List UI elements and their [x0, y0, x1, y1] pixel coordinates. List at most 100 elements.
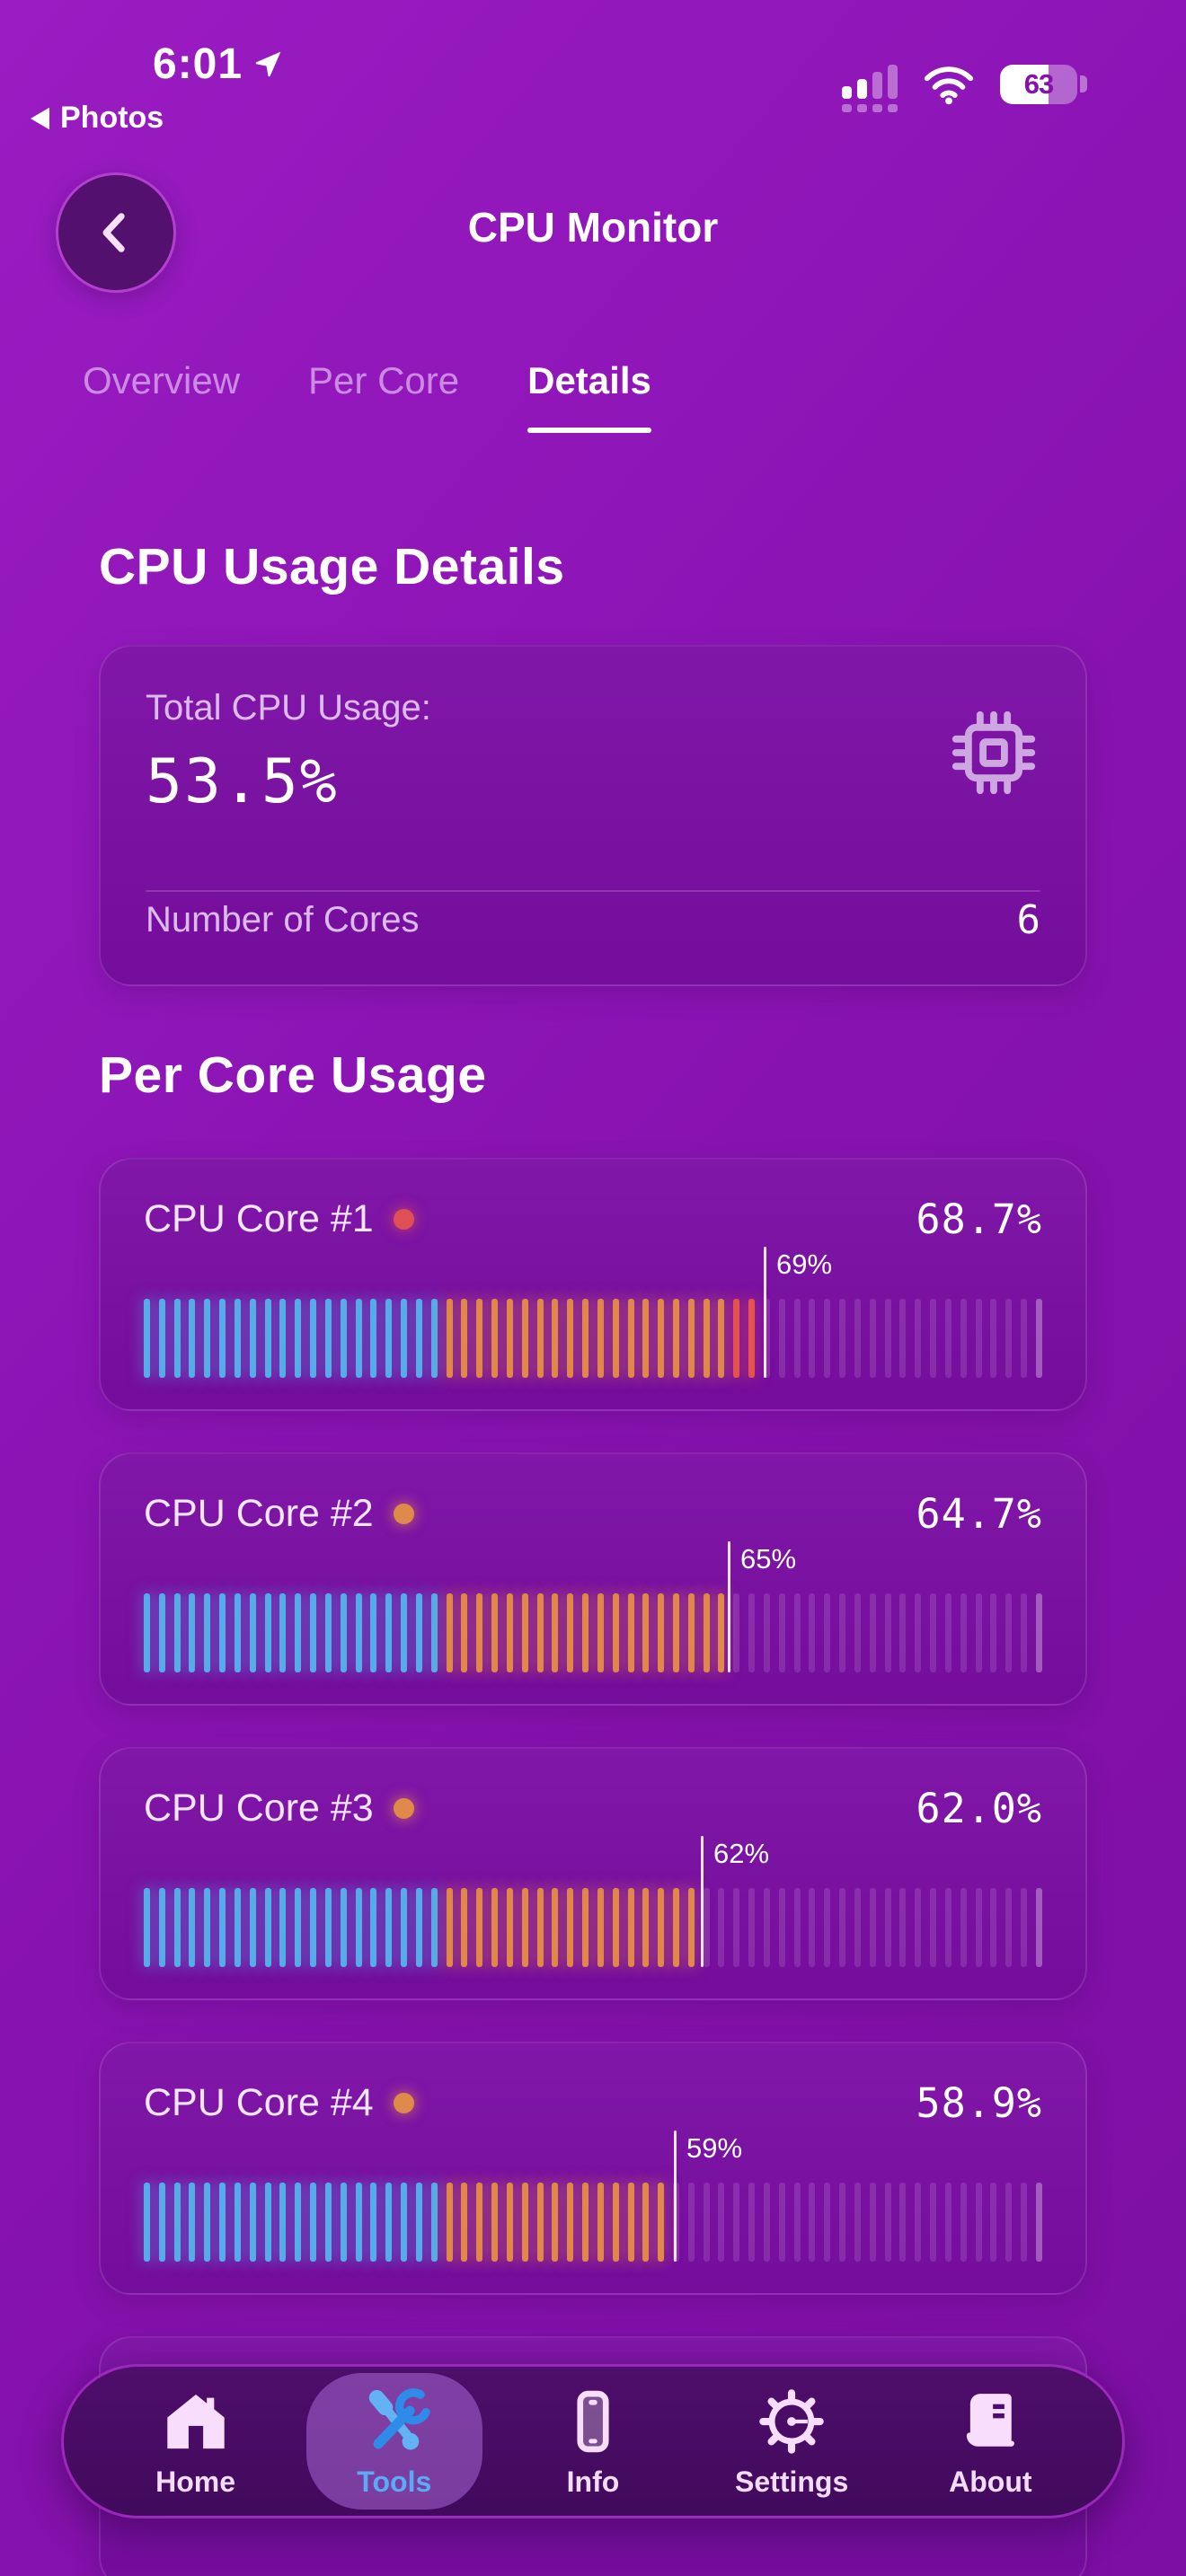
core-title-row: CPU Core #2	[144, 1492, 414, 1536]
usage-tick	[521, 1299, 528, 1378]
usage-tick	[960, 1888, 967, 1967]
usage-tick	[324, 1888, 332, 1967]
usage-tick	[279, 2183, 287, 2262]
usage-tick	[204, 1888, 211, 1967]
usage-tick	[567, 1888, 574, 1967]
usage-tick	[401, 2183, 408, 2262]
usage-tick	[295, 1888, 302, 1967]
tick-bar	[144, 1593, 1042, 1672]
usage-tick	[476, 2183, 483, 2262]
usage-tick	[536, 1299, 544, 1378]
usage-tick	[491, 1593, 499, 1672]
usage-tick	[461, 2183, 468, 2262]
usage-tick	[521, 2183, 528, 2262]
usage-tick	[173, 1299, 181, 1378]
usage-tick	[295, 2183, 302, 2262]
usage-tick	[430, 1593, 438, 1672]
usage-tick	[461, 1299, 468, 1378]
usage-tick	[597, 1299, 604, 1378]
nav-item-tools[interactable]: Tools	[309, 2385, 480, 2499]
usage-tick	[793, 1299, 801, 1378]
usage-tick	[430, 1299, 438, 1378]
usage-tick	[582, 1593, 589, 1672]
usage-tick	[763, 1593, 770, 1672]
usage-tick	[476, 1593, 483, 1672]
usage-tick	[370, 1888, 377, 1967]
usage-tick	[703, 1593, 710, 1672]
usage-tick	[642, 2183, 650, 2262]
core-usage-value: 58.9%	[916, 2079, 1042, 2127]
nav-item-settings[interactable]: Settings	[706, 2385, 877, 2499]
usage-tick	[219, 1299, 226, 1378]
usage-tick	[430, 1888, 438, 1967]
back-button[interactable]	[56, 172, 176, 293]
number-of-cores-label: Number of Cores	[146, 900, 420, 940]
usage-tick	[249, 1888, 256, 1967]
usage-tick	[944, 1299, 951, 1378]
usage-tick	[552, 1299, 559, 1378]
usage-tick	[1021, 1593, 1028, 1672]
usage-tick	[748, 1299, 756, 1378]
usage-tick	[279, 1299, 287, 1378]
usage-tick	[279, 1593, 287, 1672]
usage-tick	[733, 1593, 740, 1672]
usage-tick	[778, 1888, 785, 1967]
usage-tick	[612, 2183, 619, 2262]
usage-tick	[703, 1888, 710, 1967]
usage-tick	[249, 2183, 256, 2262]
usage-tick	[1021, 1299, 1028, 1378]
core-usage-value: 62.0%	[916, 1785, 1042, 1832]
usage-tick	[415, 2183, 422, 2262]
usage-tick	[975, 1888, 982, 1967]
back-to-photos-link[interactable]: Photos	[31, 101, 164, 136]
usage-tick	[809, 1593, 816, 1672]
usage-tick	[854, 2183, 861, 2262]
usage-tick	[1035, 1299, 1042, 1378]
usage-tick	[944, 1593, 951, 1672]
usage-tick	[960, 1299, 967, 1378]
usage-tick	[461, 1888, 468, 1967]
usage-tick	[446, 1888, 453, 1967]
usage-tick	[279, 1888, 287, 1967]
usage-tick	[582, 1888, 589, 1967]
core-usage-value: 64.7%	[916, 1490, 1042, 1538]
usage-tick	[597, 1593, 604, 1672]
usage-tick	[733, 1888, 740, 1967]
tick-bar	[144, 1299, 1042, 1378]
usage-tick	[264, 1299, 271, 1378]
core-usage-bar: 65%	[144, 1541, 1042, 1672]
tab-overview[interactable]: Overview	[83, 359, 241, 401]
nav-item-home[interactable]: Home	[111, 2385, 281, 2499]
tab-details[interactable]: Details	[527, 359, 651, 433]
wifi-icon	[924, 66, 974, 105]
usage-tick	[884, 1299, 891, 1378]
usage-tick	[612, 1299, 619, 1378]
core-usage-bar: 59%	[144, 2130, 1042, 2262]
core-status-dot	[393, 2093, 414, 2113]
usage-tick	[521, 1888, 528, 1967]
usage-tick	[748, 1888, 756, 1967]
usage-tick	[672, 1593, 679, 1672]
usage-tick	[672, 1888, 679, 1967]
usage-tick	[778, 2183, 785, 2262]
tools-icon	[356, 2385, 433, 2458]
usage-tick	[491, 1299, 499, 1378]
usage-tick	[1005, 1299, 1013, 1378]
tab-per-core[interactable]: Per Core	[308, 359, 460, 401]
usage-tick	[506, 2183, 513, 2262]
nav-item-about[interactable]: About	[905, 2385, 1075, 2499]
usage-tick	[975, 1593, 982, 1672]
status-time: 6:01	[153, 40, 243, 88]
usage-tick	[234, 1888, 241, 1967]
usage-tick	[990, 1299, 997, 1378]
nav-item-info[interactable]: Info	[508, 2385, 678, 2499]
usage-tick	[854, 1888, 861, 1967]
usage-tick	[1005, 2183, 1013, 2262]
usage-tick	[839, 2183, 846, 2262]
usage-tick	[839, 1593, 846, 1672]
usage-tick	[506, 1299, 513, 1378]
usage-tick	[642, 1888, 650, 1967]
usage-tick	[310, 1299, 317, 1378]
usage-tick	[461, 1593, 468, 1672]
